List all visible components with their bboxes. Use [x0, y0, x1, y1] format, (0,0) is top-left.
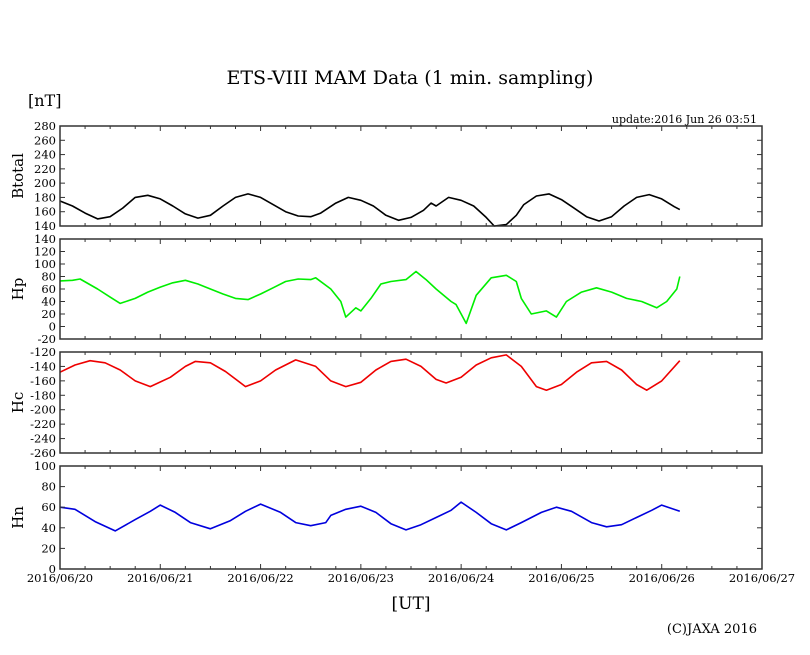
y-tick-label: -240	[30, 432, 56, 446]
y-axis-label-hc: Hc	[9, 392, 27, 413]
y-axis-label-hn: Hn	[9, 506, 27, 529]
plot-frame	[59, 238, 763, 340]
x-tick-label: 2016/06/20	[27, 571, 93, 585]
y-tick-label: 260	[34, 133, 56, 147]
y-tick-label: 100	[34, 459, 56, 473]
x-tick-label: 2016/06/22	[227, 571, 293, 585]
panel-hn: 0 20 40 60 80 100 Hn	[9, 459, 763, 576]
y-tick-label: 0	[49, 320, 56, 334]
y-tick-label: -200	[30, 403, 56, 417]
y-tick-label: 60	[41, 282, 56, 296]
y-tick-label: 120	[34, 245, 56, 259]
y-tick-label: -140	[30, 359, 56, 373]
copyright: (C)JAXA 2016	[667, 622, 757, 637]
y-tick-label: 280	[34, 119, 56, 133]
y-tick-label: 180	[34, 190, 56, 204]
y-tick-label: -160	[30, 374, 56, 388]
plot-frame	[59, 125, 763, 227]
plot-frame	[59, 465, 763, 570]
y-tick-label: 140	[34, 232, 56, 246]
x-tick-label: 2016/06/25	[528, 571, 594, 585]
y-tick-label: 40	[41, 521, 56, 535]
y-tick-label: 100	[34, 257, 56, 271]
x-tick-label: 2016/06/26	[629, 571, 695, 585]
chart-title: ETS-VIII MAM Data (1 min. sampling)	[227, 67, 594, 89]
series-line-btotal	[59, 193, 681, 227]
panel-hc: -260-240-220-200-180-160-140-120 Hc	[9, 345, 763, 460]
series-line-hp	[59, 270, 681, 325]
y-tick-label: 200	[34, 176, 56, 190]
x-tick-label: 2016/06/23	[328, 571, 394, 585]
update-text: update:2016 Jun 26 03:51	[612, 113, 757, 126]
y-tick-label: -260	[30, 446, 56, 460]
series-line-hc	[59, 354, 681, 392]
y-tick-label: -120	[30, 345, 56, 359]
y-axis-label-hp: Hp	[9, 278, 27, 301]
series-line-hn	[59, 501, 681, 532]
y-tick-label: 220	[34, 162, 56, 176]
y-tick-label: 80	[41, 270, 56, 284]
y-tick-label: 60	[41, 500, 56, 514]
x-tick-label: 2016/06/24	[428, 571, 494, 585]
y-tick-label: -220	[30, 417, 56, 431]
plot-frame	[59, 351, 763, 454]
x-tick-label: 2016/06/27	[729, 571, 795, 585]
y-tick-label: 20	[41, 307, 56, 321]
x-axis-label: [UT]	[392, 594, 431, 614]
y-tick-label: 240	[34, 148, 56, 162]
y-tick-label: -180	[30, 388, 56, 402]
y-tick-label: 0	[49, 562, 56, 576]
y-tick-label: 80	[41, 480, 56, 494]
y-tick-label: 20	[41, 541, 56, 555]
y-tick-label: 40	[41, 295, 56, 309]
unit-label: [nT]	[28, 91, 61, 110]
y-tick-label: 160	[34, 205, 56, 219]
y-tick-label: 140	[34, 219, 56, 233]
y-axis-label-btotal: Btotal	[9, 153, 27, 199]
y-tick-label: -20	[37, 332, 56, 346]
x-tick-label: 2016/06/21	[127, 571, 193, 585]
